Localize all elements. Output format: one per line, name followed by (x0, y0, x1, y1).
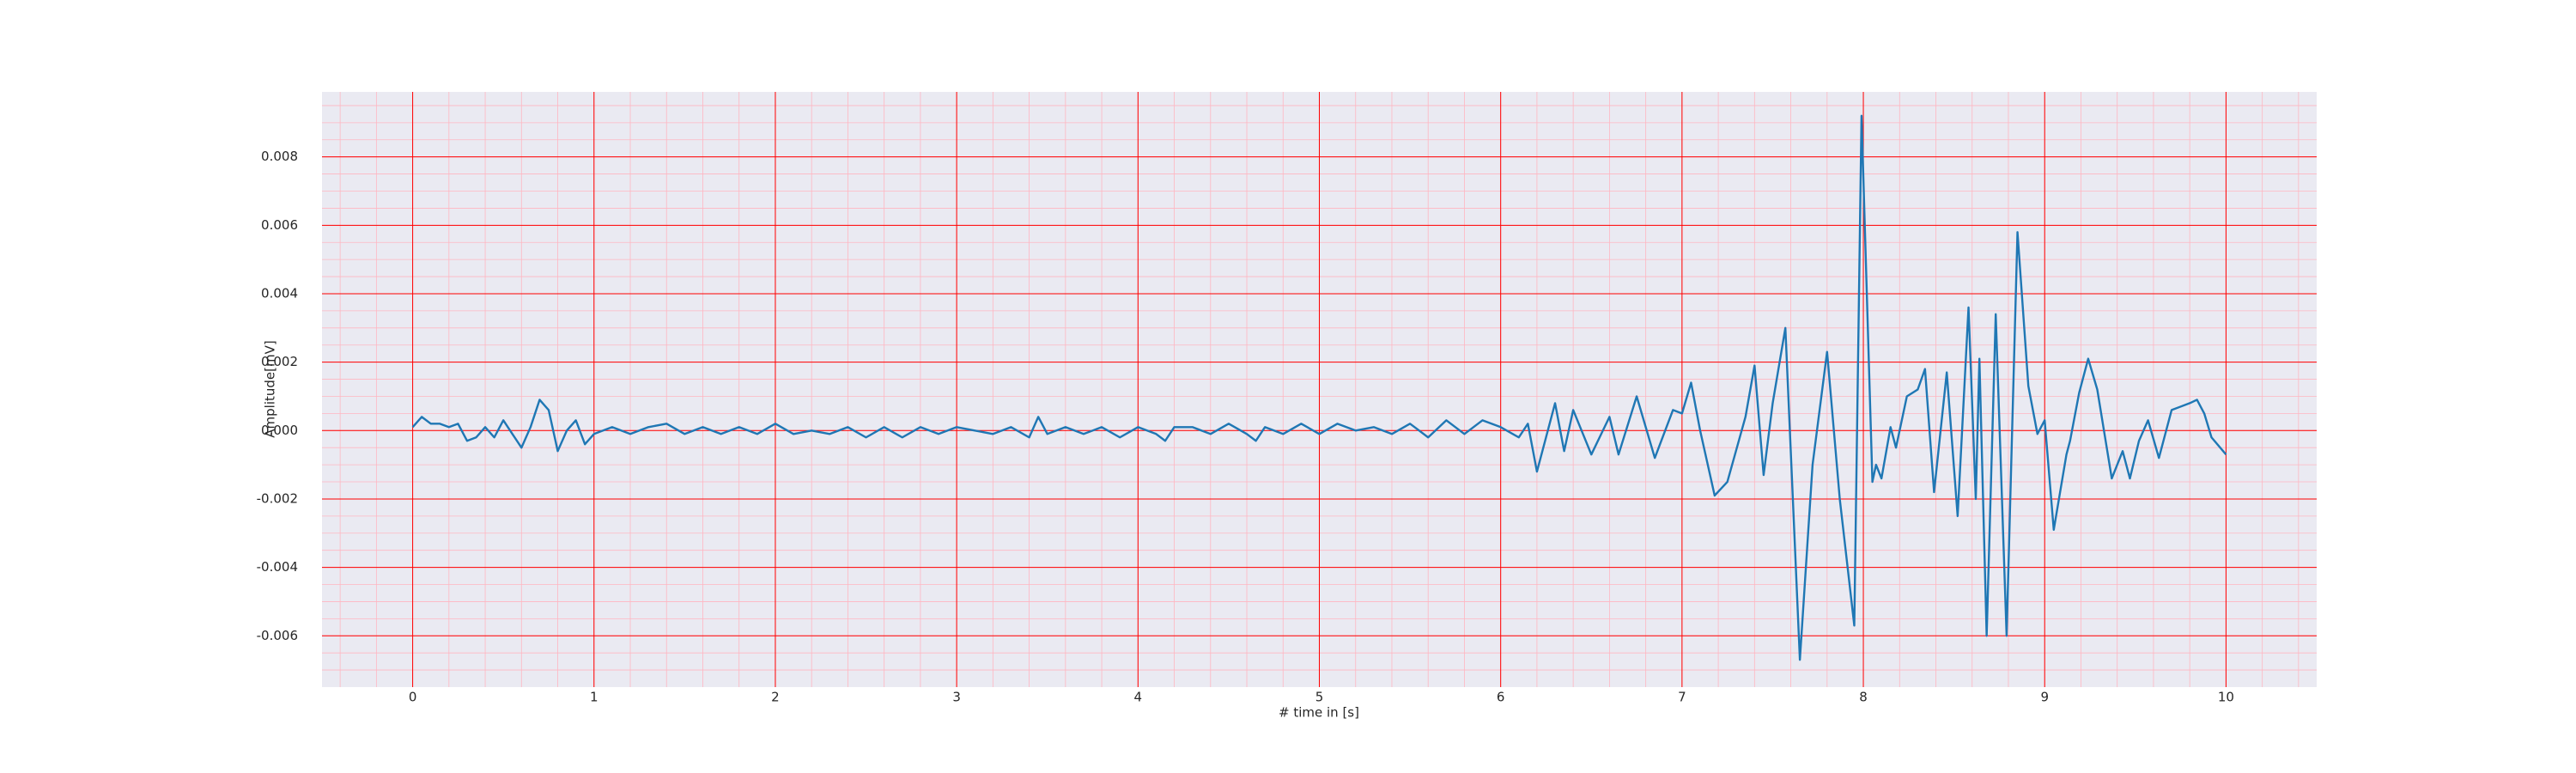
x-tick-label: 6 (1497, 690, 1505, 705)
x-tick-label: 10 (2218, 690, 2234, 705)
y-tick-label: -0.006 (257, 628, 298, 643)
x-tick-label: 9 (2040, 690, 2049, 705)
x-tick-label: 2 (771, 690, 780, 705)
y-tick-label: 0.000 (261, 423, 298, 438)
line-series (411, 114, 2227, 661)
y-tick-label: 0.004 (261, 285, 298, 301)
y-tick-label: -0.002 (257, 490, 298, 506)
y-axis-label: Amplitude[mV] (263, 340, 278, 437)
x-tick-label: 3 (952, 690, 961, 705)
x-tick-label: 0 (409, 690, 417, 705)
y-tick-label: -0.004 (257, 559, 298, 575)
y-tick-label: 0.006 (261, 217, 298, 233)
y-tick-label: 0.008 (261, 149, 298, 164)
y-tick-label: 0.002 (261, 354, 298, 369)
x-tick-label: 7 (1678, 690, 1686, 705)
x-tick-label: 8 (1859, 690, 1868, 705)
x-tick-label: 1 (590, 690, 598, 705)
x-axis-label: # time in [s] (1279, 705, 1359, 721)
x-tick-label: 4 (1134, 690, 1143, 705)
x-tick-label: 5 (1315, 690, 1324, 705)
